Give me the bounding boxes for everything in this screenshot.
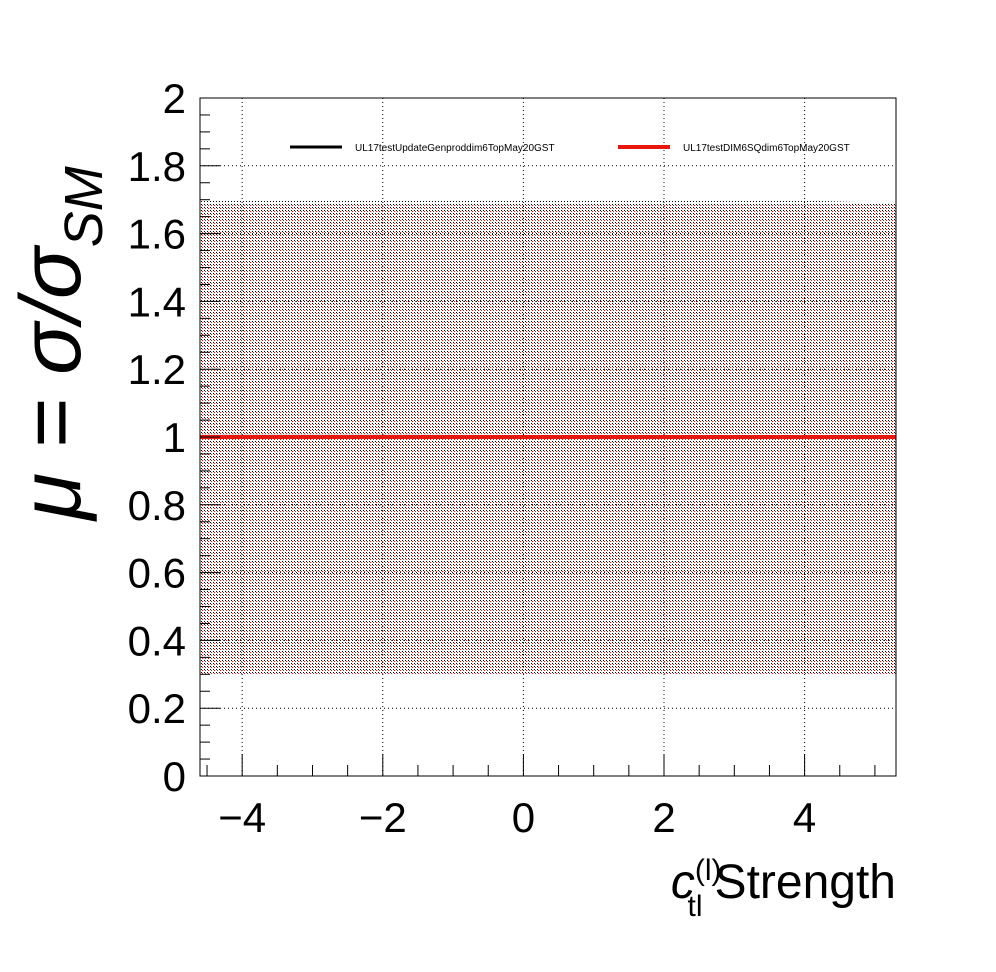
- legend-label: UL17testDIM6SQdim6TopMay20GST: [683, 143, 850, 154]
- y-tick-label: 0: [163, 753, 186, 800]
- y-tick-label: 2: [163, 75, 186, 122]
- y-tick-label: 1.4: [128, 278, 186, 325]
- y-tick-label: 1.2: [128, 346, 186, 393]
- x-tick-labels: −4 −2 0 2 4: [218, 794, 816, 841]
- x-tick-label: 4: [793, 794, 816, 841]
- legend-label: UL17testUpdateGenproddim6TopMay20GST: [355, 143, 555, 154]
- y-axis-label: μ = σ/σSM: [3, 166, 114, 522]
- x-tick-label: 2: [652, 794, 675, 841]
- axis-ticks: [200, 97, 876, 777]
- y-tick-label: 1: [163, 414, 186, 461]
- x-tick-label: −2: [359, 794, 407, 841]
- series-lines: [200, 434, 896, 439]
- x-tick-label: −4: [218, 794, 266, 841]
- x-axis-label: c(l) tl Strength: [671, 854, 896, 923]
- y-tick-label: 1.6: [128, 211, 186, 258]
- y-tick-label: 0.4: [128, 617, 186, 664]
- legend: UL17testUpdateGenproddim6TopMay20GST UL17…: [290, 143, 850, 154]
- y-tick-labels: 0 0.2 0.4 0.6 0.8 1 1.2 1.4 1.6 1.8 2: [128, 75, 186, 800]
- y-tick-label: 1.8: [128, 143, 186, 190]
- y-tick-label: 0.8: [128, 482, 186, 529]
- y-tick-label: 0.2: [128, 685, 186, 732]
- x-tick-label: 0: [512, 794, 535, 841]
- y-tick-label: 0.6: [128, 550, 186, 597]
